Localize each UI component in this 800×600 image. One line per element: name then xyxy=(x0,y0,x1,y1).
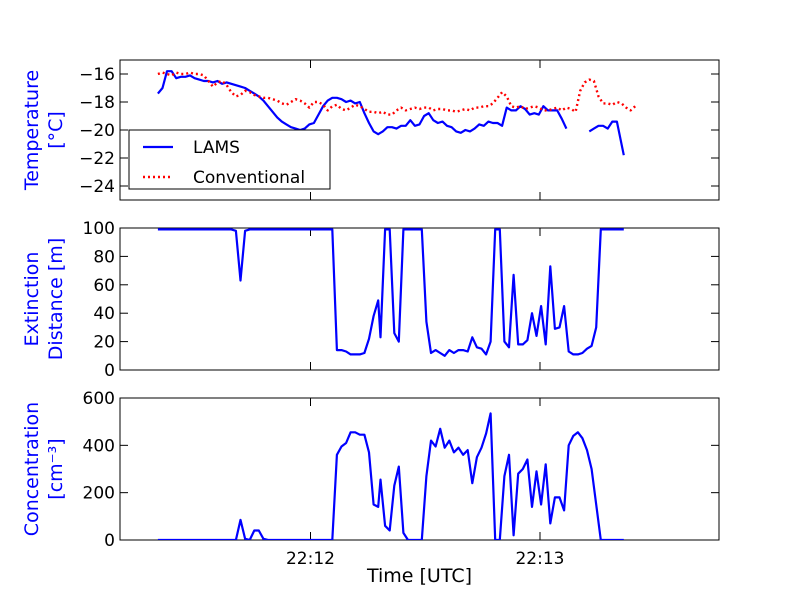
concentration-ylabel-line2: [cm⁻³] xyxy=(45,438,67,499)
temperature-ytick-label: −18 xyxy=(79,93,115,113)
concentration-series-0-line xyxy=(157,412,624,540)
concentration-axes-frame xyxy=(119,397,720,541)
extinction-ytick-label: 100 xyxy=(83,219,115,239)
legend: LAMS Conventional xyxy=(128,129,331,190)
extinction-panel: 0 20 40 60 80 100 Extinction Distance [m] xyxy=(21,219,720,381)
temperature-ytick-label: −20 xyxy=(79,121,115,141)
concentration-ylabel-line1: Concentration xyxy=(21,402,43,536)
extinction-ytick-label: 80 xyxy=(93,247,115,267)
temperature-series-conventional-line xyxy=(157,71,637,116)
legend-label-lams: LAMS xyxy=(193,138,240,158)
temperature-ylabel-line1: Temperature xyxy=(21,70,43,191)
extinction-ytick-label: 60 xyxy=(93,276,115,296)
temperature-ytick-label: −22 xyxy=(79,149,115,169)
xtick-label: 22:13 xyxy=(515,549,564,569)
temperature-panel: −16 −18 −20 −22 −24 Temperature [°C] LAMS Conven… xyxy=(21,59,720,201)
temperature-ylabel-line2: [°C] xyxy=(45,111,67,149)
concentration-ytick-label: 400 xyxy=(83,436,115,456)
concentration-ytick-label: 0 xyxy=(104,531,115,551)
concentration-ytick-label: 200 xyxy=(83,484,115,504)
legend-label-conventional: Conventional xyxy=(193,168,305,188)
extinction-series-0-line xyxy=(157,228,624,357)
temperature-series-lams-line xyxy=(588,120,625,156)
extinction-ytick-label: 0 xyxy=(104,361,115,381)
extinction-ylabel-line2: Distance [m] xyxy=(45,238,67,360)
xtick-label: 22:12 xyxy=(286,549,335,569)
concentration-panel: 0 200 400 600 22:12 22:13 Concentration [cm⁻³] xyxy=(21,389,720,569)
concentration-ytick-label: 600 xyxy=(83,389,115,409)
extinction-ytick-label: 20 xyxy=(93,333,115,353)
extinction-ytick-label: 40 xyxy=(93,304,115,324)
x-axis-label: Time [UTC] xyxy=(366,565,472,587)
legend-box xyxy=(128,129,331,190)
temperature-ytick-label: −24 xyxy=(79,177,115,197)
extinction-axes-frame xyxy=(119,227,720,371)
temperature-ytick-label: −16 xyxy=(79,65,115,85)
extinction-ylabel-line1: Extinction xyxy=(21,252,43,347)
